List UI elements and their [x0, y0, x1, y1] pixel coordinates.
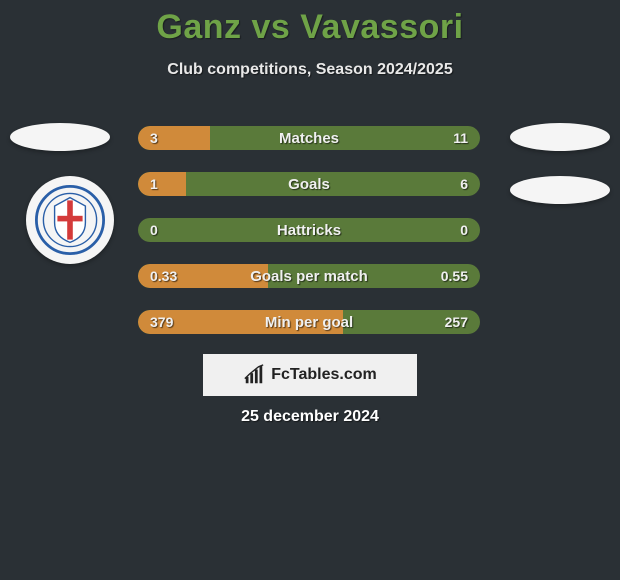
stat-bar: 1Goals6 [138, 172, 480, 196]
stat-value-right: 0 [460, 218, 468, 242]
stat-value-right: 257 [445, 310, 468, 334]
stat-bar-left-fill [138, 172, 186, 196]
stat-label: Hattricks [138, 218, 480, 242]
stat-bar-left-fill [138, 126, 210, 150]
stat-value-left: 0 [150, 218, 158, 242]
stat-value-right: 6 [460, 172, 468, 196]
source-text: FcTables.com [271, 366, 377, 384]
player-left-badge-placeholder [10, 123, 110, 151]
page-title: Ganz vs Vavassori [0, 0, 620, 47]
stat-label: Goals [138, 172, 480, 196]
stat-value-right: 0.55 [441, 264, 468, 288]
stat-bar: 0.33Goals per match0.55 [138, 264, 480, 288]
stat-bar: 3Matches11 [138, 126, 480, 150]
stat-bar: 379Min per goal257 [138, 310, 480, 334]
stat-value-right: 11 [453, 126, 468, 150]
club-crest-icon [35, 185, 105, 255]
source-badge: FcTables.com [203, 354, 417, 396]
stat-bar-left-fill [138, 310, 343, 334]
club-badge [26, 176, 114, 264]
comparison-bars: 3Matches11 1Goals6 0Hattricks0 0.33Goals pe… [138, 126, 480, 356]
stat-bar: 0Hattricks0 [138, 218, 480, 242]
chart-icon [243, 364, 265, 386]
stat-bar-left-fill [138, 264, 268, 288]
player-right-badge-placeholder-2 [510, 176, 610, 204]
subtitle: Club competitions, Season 2024/2025 [0, 61, 620, 79]
date-label: 25 december 2024 [0, 408, 620, 426]
player-right-badge-placeholder-1 [510, 123, 610, 151]
